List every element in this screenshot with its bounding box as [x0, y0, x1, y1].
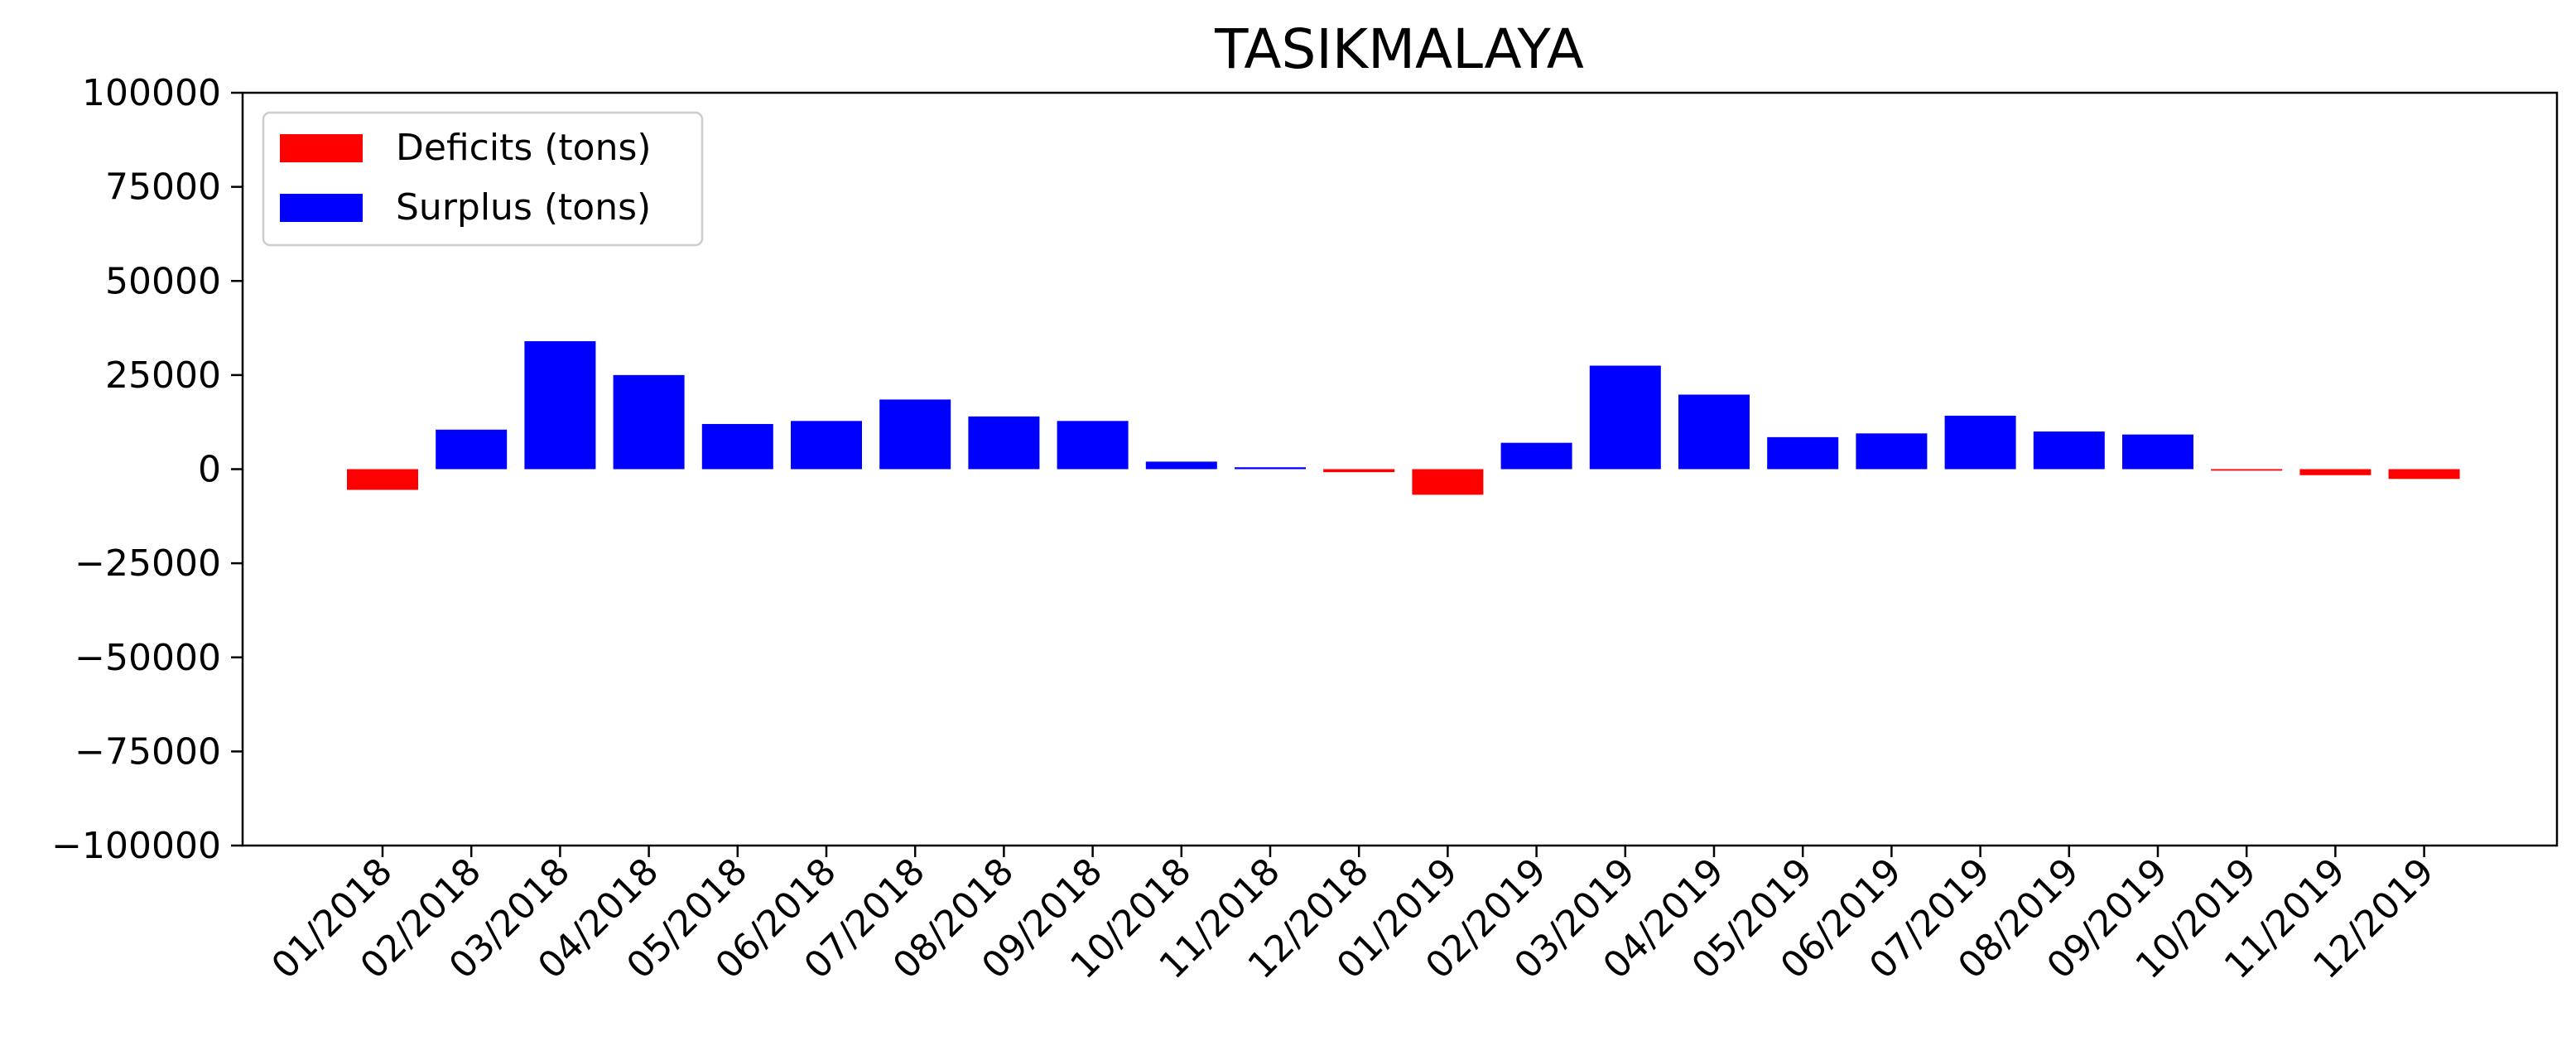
y-tick-label: 0 — [198, 449, 221, 491]
legend: Deficits (tons) Surplus (tons) — [262, 111, 704, 247]
legend-label: Surplus (tons) — [396, 186, 651, 229]
y-tick-label: 25000 — [105, 354, 221, 397]
surplus-bar-02-2019 — [1500, 442, 1572, 470]
y-tick-label: −50000 — [75, 637, 221, 679]
surplus-bar-04-2019 — [1678, 394, 1750, 470]
surplus-bar-06-2019 — [1856, 433, 1928, 470]
y-tick-label: 75000 — [105, 166, 221, 209]
surplus-bar-05-2018 — [701, 423, 773, 470]
surplus-bar-09-2018 — [1057, 421, 1129, 470]
bars-group — [347, 340, 2460, 495]
deficit-bar-12-2019 — [2388, 469, 2460, 480]
surplus-bar-02-2018 — [436, 429, 508, 470]
surplus-bar-09-2019 — [2122, 434, 2193, 470]
legend-box — [262, 111, 704, 247]
y-tick-label: 100000 — [82, 72, 221, 114]
deficit-bar-12-2018 — [1323, 469, 1395, 473]
deficit-bar-10-2019 — [2211, 469, 2283, 471]
legend-swatch — [280, 134, 363, 162]
surplus-bar-03-2019 — [1589, 365, 1661, 470]
surplus-bar-07-2019 — [1944, 415, 2016, 470]
surplus-bar-06-2018 — [791, 421, 862, 470]
surplus-bar-04-2018 — [613, 374, 685, 470]
y-axis: 100000 75000 50000 25000 0 −25000 −50000 −75000… — [51, 72, 243, 867]
deficit-bar-01-2018 — [347, 469, 418, 490]
legend-swatch — [280, 194, 363, 222]
chart-title: TASIKMALAYA — [1214, 17, 1584, 81]
surplus-bar-03-2018 — [524, 340, 596, 470]
surplus-bar-10-2018 — [1145, 461, 1217, 470]
x-axis: 01/201802/201803/201804/201805/201806/20… — [263, 846, 2442, 987]
surplus-bar-11-2018 — [1235, 467, 1306, 470]
y-tick-label: −25000 — [75, 542, 221, 585]
y-tick-label: −100000 — [51, 825, 221, 867]
surplus-bar-08-2018 — [968, 416, 1040, 470]
y-tick-label: −75000 — [75, 730, 221, 773]
plot-frame — [241, 91, 2559, 847]
surplus-bar-07-2018 — [879, 399, 951, 470]
deficit-bar-01-2019 — [1412, 469, 1484, 495]
surplus-bar-05-2019 — [1767, 436, 1839, 470]
deficit-bar-11-2019 — [2299, 469, 2371, 475]
legend-label: Deficits (tons) — [396, 127, 652, 169]
surplus-bar-08-2019 — [2033, 431, 2105, 470]
y-tick-label: 50000 — [105, 260, 221, 302]
